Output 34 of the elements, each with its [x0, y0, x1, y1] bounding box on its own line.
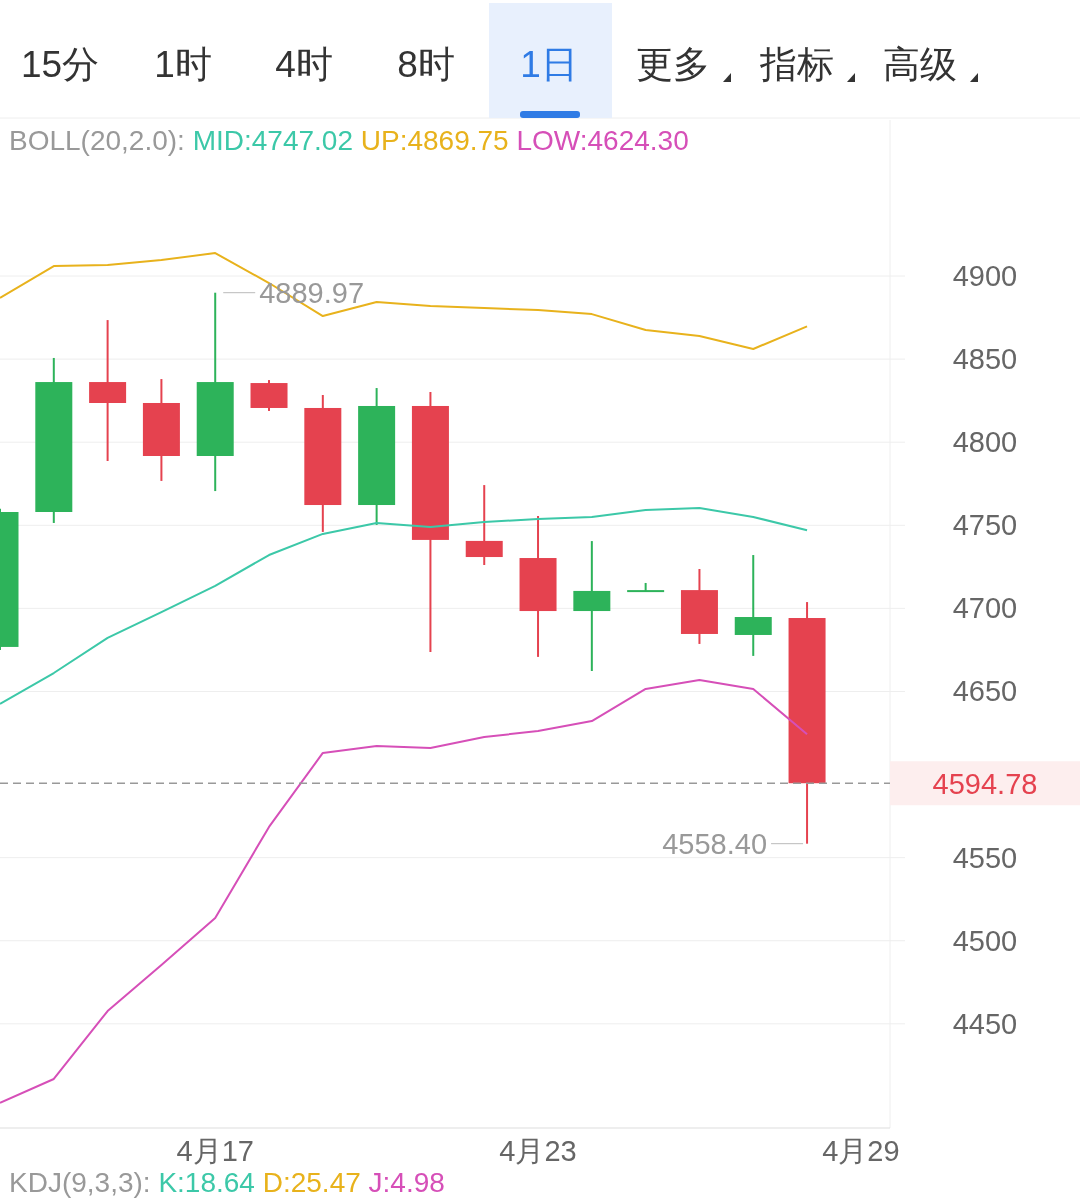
y-tick-label: 4700	[952, 592, 1018, 625]
text: KDJ(9,3,3):	[9, 1167, 159, 1198]
text: 8时	[397, 44, 455, 85]
ref-line-label: 4594.78	[932, 768, 1038, 801]
x-tick-label: 4月29	[822, 1135, 900, 1167]
text: MID:4747.02	[192, 125, 361, 156]
text: 1日	[520, 44, 578, 85]
line-series	[0, 679, 809, 1104]
text: 指标	[759, 44, 834, 85]
x-tick-label: 4月17	[176, 1135, 254, 1167]
line-series	[0, 507, 809, 705]
x-tick-label: 4月23	[499, 1135, 577, 1167]
y-tick-label: 4900	[952, 260, 1018, 293]
text: UP:4869.75	[360, 125, 517, 156]
y-tick-label: 4500	[952, 924, 1018, 957]
text: 15分	[20, 44, 100, 85]
text: J:4.98	[368, 1167, 445, 1198]
text: LOW:4624.30	[516, 125, 689, 156]
text: 更多	[636, 44, 710, 85]
y-tick-label: 4800	[952, 426, 1018, 459]
text: 1时	[154, 44, 212, 85]
y-tick-label: 4650	[952, 675, 1018, 708]
y-tick-label: 4850	[952, 343, 1018, 376]
text: D:25.47	[262, 1167, 369, 1198]
chart-title: BOLL(20,2.0):	[9, 125, 193, 156]
y-tick-label: 4750	[952, 509, 1018, 542]
candlestick	[89, 319, 127, 462]
annotation: 4558.40	[662, 827, 768, 860]
text: 高级	[883, 44, 957, 85]
line-series	[0, 252, 809, 350]
y-tick-label: 4550	[952, 841, 1018, 874]
text: 4时	[275, 44, 333, 85]
y-tick-label: 4450	[952, 1007, 1018, 1040]
text: K:18.64	[158, 1167, 263, 1198]
